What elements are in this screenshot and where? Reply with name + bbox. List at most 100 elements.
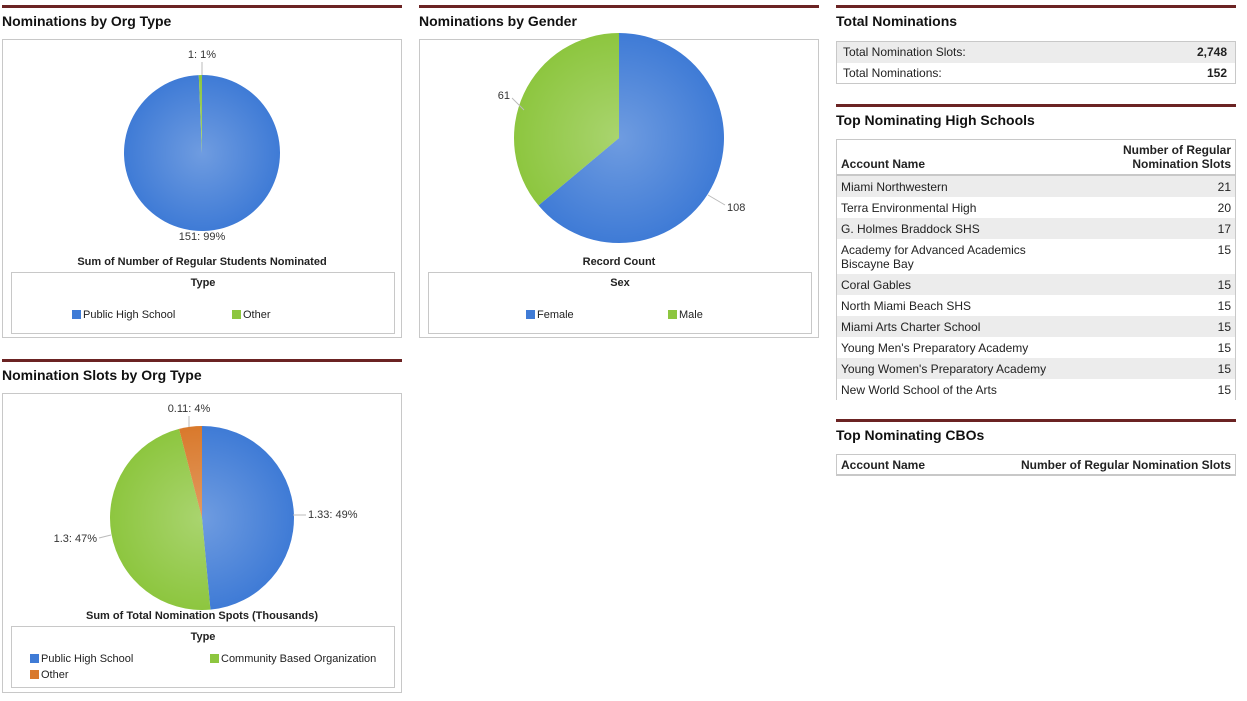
org-type-legend: Type Public High School Other — [11, 272, 395, 334]
slots-cell: 15 — [1217, 383, 1231, 397]
table-row[interactable]: Terra Environmental High 20 — [837, 197, 1235, 218]
gender-title: Nominations by Gender — [419, 5, 819, 33]
legend-label: Male — [679, 309, 703, 321]
legend-item-other[interactable]: Other — [30, 669, 69, 681]
gender-chart: 108 61 Record Count Sex Female Male — [419, 32, 820, 338]
column-header-account-name[interactable]: Account Name — [841, 157, 926, 171]
org-type-chart: 151: 99% 1: 1% Sum of Number of Regular S… — [2, 39, 402, 338]
pie-slice-highlight — [538, 33, 724, 243]
pie-slice-highlight — [202, 426, 295, 610]
data-label-community-based-organization: 1.3: 47% — [54, 533, 98, 545]
total-row: Total Nominations: 152 — [837, 63, 1235, 83]
data-label-other: 1: 1% — [188, 49, 216, 61]
leader-line — [707, 194, 726, 206]
account-name-cell: Coral Gables — [841, 278, 912, 292]
leader-line — [98, 534, 112, 539]
legend-label: Female — [537, 309, 574, 321]
top-hs-title: Top Nominating High Schools — [836, 104, 1236, 132]
slots-pie[interactable]: 1.33: 49% 1.3: 47% 0.11: 4% — [3, 394, 403, 619]
legend-item-male[interactable]: Male — [668, 309, 703, 321]
gender-measure-label: Record Count — [582, 256, 656, 268]
legend-swatch-blue — [526, 310, 535, 319]
org-type-measure-label: Sum of Number of Regular Students Nomina… — [77, 256, 327, 268]
top-hs-table: Account Name Number of Regular Nominatio… — [836, 139, 1236, 400]
org-type-pie[interactable]: 151: 99% 1: 1% — [3, 40, 403, 265]
slots-title: Nomination Slots by Org Type — [2, 359, 402, 387]
legend-label: Other — [41, 669, 69, 681]
table-row[interactable]: Miami Arts Charter School 15 — [837, 316, 1235, 337]
legend-item-public-high-school[interactable]: Public High School — [72, 309, 175, 321]
slots-cell: 21 — [1217, 180, 1231, 194]
column-header-slots[interactable]: Number of Regular Nomination Slots — [1020, 458, 1231, 472]
total-row-label: Total Nomination Slots: — [843, 45, 966, 59]
account-name-cell: New World School of the Arts — [841, 383, 997, 397]
legend-item-community-based-organization[interactable]: Community Based Organization — [210, 653, 376, 665]
table-row[interactable]: Young Men's Preparatory Academy 15 — [837, 337, 1235, 358]
gender-pie[interactable]: 108 61 — [420, 32, 820, 265]
legend-swatch-blue — [72, 310, 81, 319]
total-table: Total Nomination Slots: 2,748 Total Nomi… — [836, 41, 1236, 84]
legend-item-female[interactable]: Female — [526, 309, 574, 321]
legend-label: Community Based Organization — [221, 653, 377, 665]
table-row[interactable]: North Miami Beach SHS 15 — [837, 295, 1235, 316]
pie-slice-highlight — [198, 75, 202, 153]
legend-swatch-green — [232, 310, 241, 319]
leader-line — [511, 97, 525, 111]
table-header: Account Name Number of Regular Nominatio… — [837, 140, 1235, 176]
account-name-cell: Miami Northwestern — [841, 180, 948, 194]
total-row-label: Total Nominations: — [843, 66, 942, 80]
legend-title: Type — [190, 277, 216, 289]
total-row: Total Nomination Slots: 2,748 — [837, 42, 1235, 63]
total-title: Total Nominations — [836, 5, 1236, 33]
total-row-value: 2,748 — [1196, 45, 1227, 59]
legend-label: Other — [243, 309, 271, 321]
slots-cell: 15 — [1217, 320, 1231, 334]
data-label-female: 108 — [727, 202, 745, 214]
pie-slice-highlight — [514, 32, 619, 206]
legend-swatch-blue — [30, 654, 39, 663]
table-row[interactable]: Young Women's Preparatory Academy 15 — [837, 358, 1235, 379]
column-header-slots[interactable]: Number of Regular Nomination Slots — [1123, 143, 1231, 171]
table-row[interactable]: Coral Gables 15 — [837, 274, 1235, 295]
data-label-public-high-school: 1.33: 49% — [308, 509, 358, 521]
slots-cell: 15 — [1217, 299, 1231, 313]
org-type-title: Nominations by Org Type — [2, 5, 402, 33]
legend-title: Sex — [610, 277, 630, 289]
account-name-cell: G. Holmes Braddock SHS — [841, 222, 980, 236]
data-label-public-high-school: 151: 99% — [179, 231, 226, 243]
account-name-cell: Academy for Advanced Academics Biscayne … — [841, 243, 1026, 271]
data-label-other: 0.11: 4% — [168, 403, 211, 415]
data-label-male: 61 — [498, 90, 510, 102]
header-line: Nomination Slots — [1132, 157, 1231, 171]
column-header-account-name[interactable]: Account Name — [841, 458, 926, 472]
slots-cell: 17 — [1217, 222, 1231, 236]
legend-swatch-orange — [30, 670, 39, 679]
slots-chart: 1.33: 49% 1.3: 47% 0.11: 4% Sum of Total N… — [2, 393, 402, 693]
table-row[interactable]: G. Holmes Braddock SHS 17 — [837, 218, 1235, 239]
total-row-value: 152 — [1206, 66, 1227, 80]
table-row[interactable]: Academy for Advanced Academics Biscayne … — [837, 239, 1235, 274]
slots-cell: 15 — [1217, 341, 1231, 355]
table-row[interactable]: Miami Northwestern 21 — [837, 176, 1235, 197]
header-line: Number of Regular — [1122, 143, 1231, 157]
account-name-cell: Terra Environmental High — [841, 201, 977, 215]
legend-swatch-green — [668, 310, 677, 319]
legend-item-public-high-school[interactable]: Public High School — [30, 653, 133, 665]
top-cbo-table: Account Name Number of Regular Nominatio… — [836, 454, 1236, 476]
legend-item-other[interactable]: Other — [232, 309, 271, 321]
account-name-cell: Young Men's Preparatory Academy — [841, 341, 1029, 355]
legend-label: Public High School — [41, 653, 134, 665]
slots-cell: 15 — [1217, 362, 1231, 376]
slots-cell: 15 — [1217, 243, 1231, 257]
legend-title: Type — [190, 631, 216, 643]
legend-swatch-green — [210, 654, 219, 663]
slots-cell: 20 — [1217, 201, 1231, 215]
table-row[interactable]: New World School of the Arts 15 — [837, 379, 1235, 400]
legend-label: Public High School — [83, 309, 176, 321]
gender-legend: Sex Female Male — [428, 272, 812, 334]
top-cbo-title: Top Nominating CBOs — [836, 419, 1236, 447]
account-name-cell: North Miami Beach SHS — [841, 299, 972, 313]
account-name-cell: Young Women's Preparatory Academy — [841, 362, 1047, 376]
pie-slice-highlight — [109, 428, 211, 610]
top-hs-rows: Miami Northwestern 21 Terra Environmental … — [837, 176, 1235, 400]
